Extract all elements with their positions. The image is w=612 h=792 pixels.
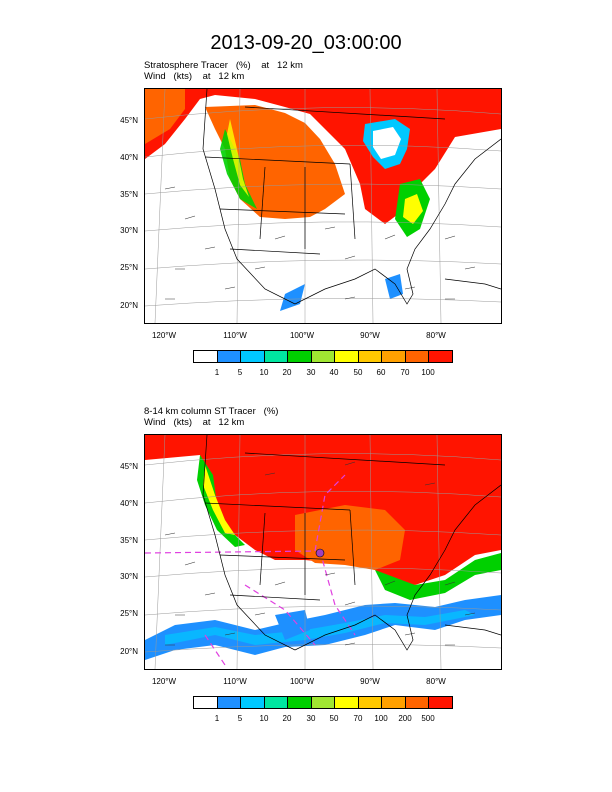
panel2-colorbar [193, 696, 453, 709]
colorbar-box [264, 697, 289, 708]
colorbar-box [335, 351, 359, 362]
colorbar-box [217, 697, 242, 708]
panel1-colorbar-label: 100 [421, 368, 435, 377]
panel2-lat-label-20: 20°N [120, 647, 138, 656]
panel1-colorbar-label: 70 [400, 368, 410, 377]
tracer-blue-patch-se [385, 274, 403, 299]
colorbar-box [241, 697, 265, 708]
magenta-dashed-boundaries [145, 474, 356, 666]
panel1-colorbar-label: 30 [306, 368, 316, 377]
panel1-title-line1: Stratosphere Tracer (%) at 12 km [144, 60, 303, 71]
colorbar-box [194, 351, 218, 362]
panel2-colorbar-label: 200 [398, 714, 412, 723]
panel2-lon-label-100: 100°W [289, 677, 315, 686]
panel1-lat-label-30: 30°N [120, 226, 138, 235]
panel2-colorbar-label: 1 [214, 714, 220, 723]
panel2-lon-label-120: 120°W [151, 677, 177, 686]
tracer-green-east [375, 553, 501, 600]
panel2-lat-label-35: 35°N [120, 536, 138, 545]
tracer-yellow-west [203, 465, 235, 535]
tracer-cyan-gulf-band [165, 610, 475, 645]
tracer-yellow-band [227, 119, 249, 197]
colorbar-box [288, 351, 312, 362]
panel2-title-line1: 8-14 km column ST Tracer (%) [144, 406, 279, 417]
panel1-colorbar-label: 10 [259, 368, 269, 377]
tracer-yellow-east [403, 194, 423, 224]
panel1-colorbar-label: 20 [282, 368, 292, 377]
panel1-lat-label-45: 45°N [120, 116, 138, 125]
coastlines-and-borders [202, 435, 501, 651]
panel2-colorbar-label: 5 [237, 714, 243, 723]
panel2-title-line2: Wind (kts) at 12 km [144, 417, 245, 428]
colorbar-box [405, 351, 430, 362]
panel1-colorbar-label: 50 [353, 368, 363, 377]
panel1-lon-label-110: 110°W [223, 331, 247, 340]
marker-point [315, 548, 325, 558]
wind-barbs [164, 186, 476, 300]
tracer-blue-patch-gulf [280, 284, 305, 311]
colorbar-box [358, 351, 383, 362]
panel2-colorbar-label: 100 [374, 714, 388, 723]
panel1-colorbar-label: 40 [329, 368, 339, 377]
panel1-colorbar-label: 60 [376, 368, 386, 377]
tracer-blue-patch-mexico [275, 610, 310, 640]
panel2-lat-label-30: 30°N [120, 572, 138, 581]
colorbar-box [241, 351, 265, 362]
panel2-colorbar-label: 50 [329, 714, 339, 723]
colorbar-box [358, 697, 383, 708]
tracer-orange-west [145, 89, 185, 144]
tracer-white-lakes [373, 127, 401, 159]
panel1-lon-label-120: 120°W [151, 331, 177, 340]
colorbar-box [405, 697, 430, 708]
panel2-colorbar-label: 500 [421, 714, 435, 723]
colorbar-box [429, 351, 453, 362]
panel2-lat-label-45: 45°N [120, 462, 138, 471]
panel2-colorbar-label: 20 [282, 714, 292, 723]
panel2-lon-label-110: 110°W [223, 677, 247, 686]
panel1-colorbar-label: 5 [237, 368, 243, 377]
panel2-lat-label-25: 25°N [120, 609, 138, 618]
panel1-lat-label-35: 35°N [120, 190, 138, 199]
panel1-colorbar-label: 1 [214, 368, 220, 377]
map-panel-stratosphere-tracer [144, 88, 502, 324]
panel1-lon-label-100: 100°W [289, 331, 315, 340]
panel2-colorbar-label: 30 [306, 714, 316, 723]
panel1-lon-label-80: 80°W [426, 331, 446, 340]
panel2-colorbar-label: 10 [259, 714, 269, 723]
map-panel-column-st-tracer [144, 434, 502, 670]
colorbar-box [335, 697, 359, 708]
coastlines-and-borders [202, 89, 501, 305]
wind-barbs [164, 461, 476, 646]
graticule-lines [145, 435, 501, 669]
colorbar-box [264, 351, 289, 362]
colorbar-box [217, 351, 242, 362]
panel1-lat-label-20: 20°N [120, 301, 138, 310]
panel1-colorbar [193, 350, 453, 363]
panel2-lon-label-90: 90°W [360, 677, 380, 686]
colorbar-box [288, 697, 312, 708]
panel1-title-line2: Wind (kts) at 12 km [144, 71, 245, 82]
page-title: 2013-09-20_03:00:00 [210, 32, 402, 54]
panel2-lon-label-80: 80°W [426, 677, 446, 686]
colorbar-box [311, 351, 336, 362]
colorbar-box [382, 697, 406, 708]
panel1-lat-label-40: 40°N [120, 153, 138, 162]
panel1-lon-label-90: 90°W [360, 331, 380, 340]
colorbar-box [382, 351, 406, 362]
panel2-colorbar-label: 70 [353, 714, 363, 723]
panel2-lat-label-40: 40°N [120, 499, 138, 508]
colorbar-box [311, 697, 336, 708]
colorbar-box [194, 697, 218, 708]
colorbar-box [429, 697, 453, 708]
panel1-lat-label-25: 25°N [120, 263, 138, 272]
